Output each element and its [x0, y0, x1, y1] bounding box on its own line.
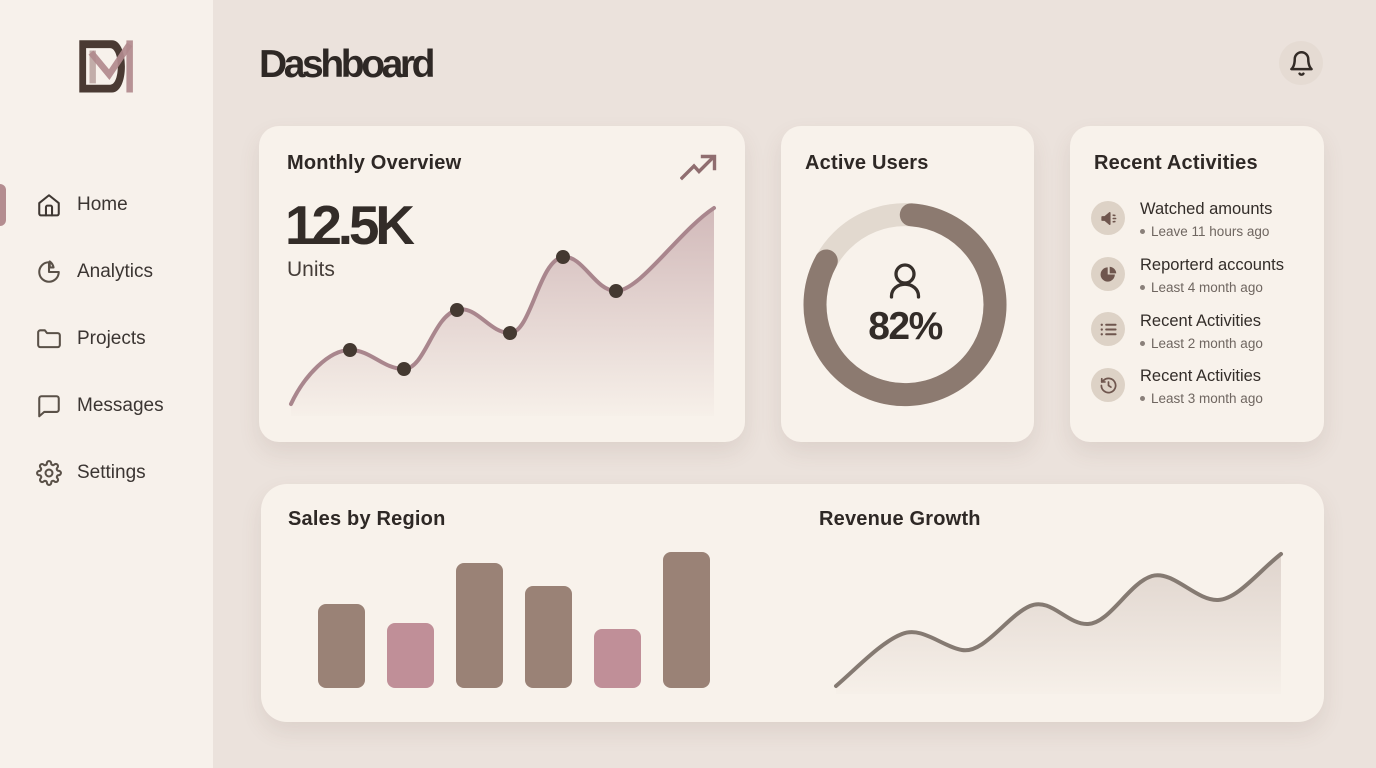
svg-text:82%: 82% [868, 305, 942, 348]
